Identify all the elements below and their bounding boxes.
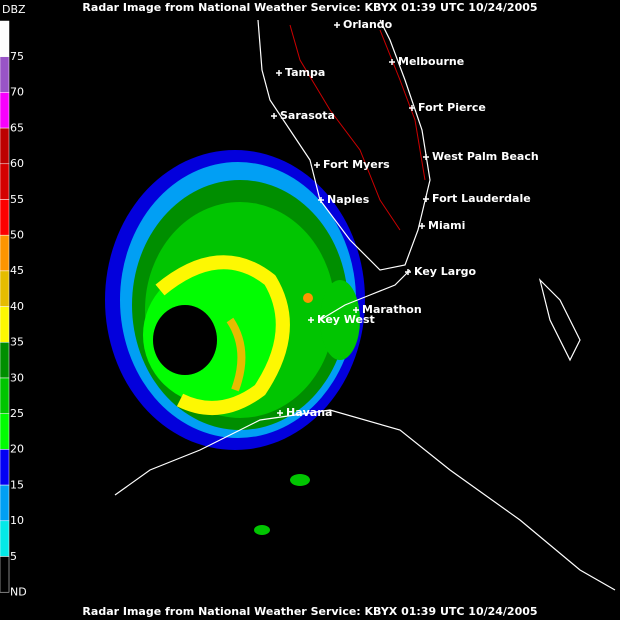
roads <box>289 24 426 231</box>
city-label: Havana <box>286 406 332 419</box>
city-marker <box>271 113 277 119</box>
city-marker <box>277 410 283 416</box>
legend-label: 30 <box>10 371 24 384</box>
legend-label: 45 <box>10 264 24 277</box>
city-label: Naples <box>327 193 370 206</box>
city-label: Marathon <box>362 303 422 316</box>
city-marker <box>318 197 324 203</box>
city-label: Fort Myers <box>323 158 390 171</box>
legend-swatch <box>0 127 10 165</box>
legend-swatch <box>0 234 10 272</box>
legend-label: ND <box>10 586 27 599</box>
legend-swatch <box>0 306 10 343</box>
city-label: Fort Lauderdale <box>432 192 531 205</box>
legend-swatch <box>0 20 10 57</box>
legend-swatch <box>0 556 10 593</box>
legend-swatch <box>0 413 10 450</box>
city-label: Tampa <box>285 66 325 79</box>
city-label: Orlando <box>343 18 393 31</box>
city-label: Key West <box>317 313 375 326</box>
coastline <box>114 19 616 591</box>
city-marker <box>419 223 425 229</box>
legend-label: 55 <box>10 193 24 206</box>
city-marker <box>334 22 340 28</box>
city-marker <box>314 162 320 168</box>
legend-label: 35 <box>10 336 24 349</box>
legend-swatch <box>0 270 10 307</box>
legend: 75 70 65 60 55 50 45 40 35 30 25 20 15 10 5 ND <box>0 20 27 599</box>
legend-swatch <box>0 342 10 379</box>
legend-swatch <box>0 484 10 522</box>
legend-label: 5 <box>10 550 17 563</box>
city-marker <box>423 196 429 202</box>
city-label: Fort Pierce <box>418 101 486 114</box>
storm <box>105 150 365 535</box>
city-marker <box>308 317 314 323</box>
legend-swatch <box>0 163 10 200</box>
city-label: Sarasota <box>280 109 335 122</box>
legend-swatch <box>0 56 10 93</box>
footer-title: Radar Image from National Weather Servic… <box>82 605 537 618</box>
city-label: Melbourne <box>398 55 464 68</box>
city-marker <box>405 269 411 275</box>
legend-swatch <box>0 520 10 557</box>
legend-title: DBZ <box>2 3 26 16</box>
city-marker <box>276 70 282 76</box>
legend-swatch <box>0 92 10 129</box>
city-marker <box>423 154 429 160</box>
legend-swatch <box>0 449 10 486</box>
city-label: West Palm Beach <box>432 150 539 163</box>
city-label: Miami <box>428 219 465 232</box>
legend-label: 70 <box>10 86 24 99</box>
legend-label: 20 <box>10 443 24 456</box>
city-marker <box>389 59 395 65</box>
legend-label: 40 <box>10 300 24 313</box>
city-label: Key Largo <box>414 265 477 278</box>
city-marker <box>353 307 359 313</box>
legend-label: 15 <box>10 478 24 491</box>
legend-swatch <box>0 377 10 414</box>
city-marker <box>409 105 415 111</box>
legend-swatch <box>0 199 10 236</box>
legend-label: 50 <box>10 229 24 242</box>
legend-label: 25 <box>10 407 24 420</box>
legend-label: 75 <box>10 50 24 63</box>
legend-label: 65 <box>10 121 24 134</box>
legend-label: 10 <box>10 514 24 527</box>
legend-label: 60 <box>10 157 24 170</box>
cities: Orlando Tampa Melbourne Fort Pierce Sarasota… <box>271 18 539 419</box>
title: Radar Image from National Weather Servic… <box>82 1 537 14</box>
